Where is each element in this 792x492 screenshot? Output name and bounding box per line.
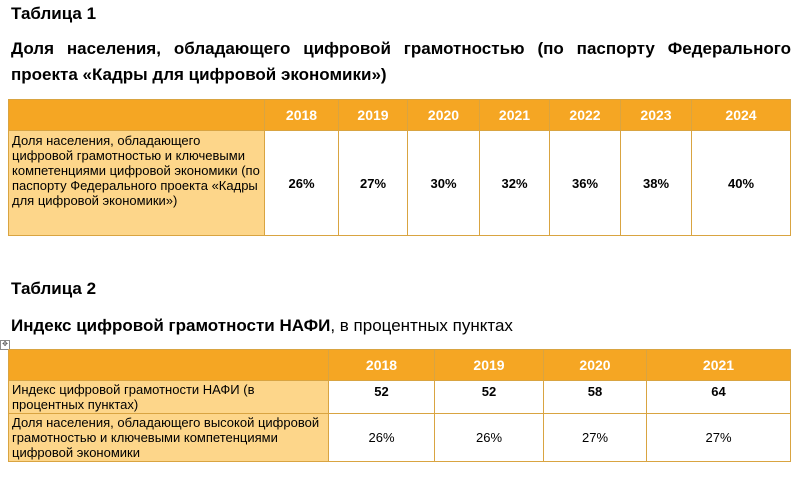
table2-title: Индекс цифровой грамотности НАФИ, в проц… — [11, 313, 513, 339]
table1-cell: 38% — [620, 130, 692, 236]
table1-header-corner — [8, 99, 265, 131]
table2-cell: 58 — [543, 380, 647, 414]
table1-cell: 27% — [338, 130, 408, 236]
table2-cell: 27% — [646, 413, 791, 462]
table2-cell: 26% — [434, 413, 544, 462]
table2-row-label: Индекс цифровой грамотности НАФИ (в проц… — [8, 380, 329, 414]
table2-title-rest: , в процентных пунктах — [330, 316, 513, 335]
table2-cell: 52 — [328, 380, 435, 414]
table2-cell: 27% — [543, 413, 647, 462]
table2-row-label: Доля населения, обладающего высокой цифр… — [8, 413, 329, 462]
table1-year-header: 2021 — [479, 99, 550, 131]
table2-cell: 52 — [434, 380, 544, 414]
table1-title: Доля населения, обладающего цифровой гра… — [11, 39, 791, 84]
table2-caption: Таблица 2 — [11, 279, 97, 298]
table1-year-header: 2023 — [620, 99, 692, 131]
table1-cell: 40% — [691, 130, 791, 236]
table2-year-header: 2020 — [543, 349, 647, 381]
table2-year-header: 2018 — [328, 349, 435, 381]
table1-cell: 36% — [549, 130, 621, 236]
table1-year-header: 2022 — [549, 99, 621, 131]
table-row: Доля населения, обладающего цифровой гра… — [8, 130, 791, 236]
table2-cell: 64 — [646, 380, 791, 414]
table2-header-row: 2018 2019 2020 2021 — [8, 349, 791, 381]
table1-year-header: 2018 — [264, 99, 339, 131]
table1-row-label: Доля населения, обладающего цифровой гра… — [8, 130, 265, 236]
table-row: Индекс цифровой грамотности НАФИ (в проц… — [8, 380, 791, 414]
table1-year-header: 2020 — [407, 99, 480, 131]
table-row: Доля населения, обладающего высокой цифр… — [8, 413, 791, 462]
move-handle-icon[interactable]: ✥ — [0, 340, 10, 350]
table1-year-header: 2019 — [338, 99, 408, 131]
table2-cell: 26% — [328, 413, 435, 462]
table1-cell: 26% — [264, 130, 339, 236]
table2-year-header: 2021 — [646, 349, 791, 381]
table1-caption: Таблица 1 — [11, 4, 97, 23]
table2-year-header: 2019 — [434, 349, 544, 381]
table1-year-header: 2024 — [691, 99, 791, 131]
table2-title-bold: Индекс цифровой грамотности НАФИ — [11, 316, 331, 335]
table1: 2018 2019 2020 2021 2022 2023 2024 Доля … — [8, 99, 791, 236]
table2-header-corner — [8, 349, 329, 381]
table1-cell: 30% — [407, 130, 480, 236]
table1-cell: 32% — [479, 130, 550, 236]
table2: 2018 2019 2020 2021 Индекс цифровой грам… — [8, 349, 791, 462]
table1-header-row: 2018 2019 2020 2021 2022 2023 2024 — [8, 99, 791, 131]
